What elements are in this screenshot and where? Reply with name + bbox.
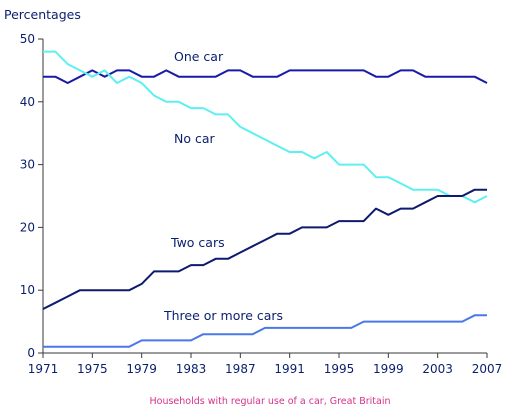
y-tick-label: 40 [20,95,35,109]
series-labels: One car No car Two cars Three or more cars [163,49,283,323]
series-line-two-cars [42,188,487,310]
y-tick-label: 20 [20,220,35,234]
series-label-three-or-more-cars: Three or more cars [163,308,283,323]
x-tick-label: 1987 [225,362,256,376]
x-tick-label: 1979 [126,362,157,376]
series-line-no-car [43,50,488,204]
x-tick-label: 1999 [373,362,404,376]
axis-ticks: 0 10 20 30 40 50 1971 1975 1979 1983 1987 1991 1995 1… [20,32,503,376]
x-tick-label: 1983 [176,362,207,376]
x-tick-label: 1991 [274,362,305,376]
x-tick-label: 2007 [472,362,503,376]
y-tick-label: 0 [27,346,35,360]
series-label-two-cars: Two cars [170,235,225,250]
y-axis-label: Percentages [4,7,81,22]
x-tick-label: 1975 [77,362,108,376]
y-tick-label: 50 [20,32,35,46]
y-tick-label: 30 [20,158,35,172]
x-tick-label: 1995 [324,362,355,376]
series-line-three-or-more-cars [43,314,487,348]
chart-caption: Households with regular use of a car, Gr… [150,396,391,407]
x-tick-label: 1971 [28,362,59,376]
series-label-no-car: No car [174,131,216,146]
series-label-one-car: One car [174,49,224,64]
series-line-one-car [43,69,488,84]
y-tick-label: 10 [20,283,35,297]
axes [42,39,487,354]
series-lines [42,50,488,348]
x-tick-label: 2003 [422,362,453,376]
